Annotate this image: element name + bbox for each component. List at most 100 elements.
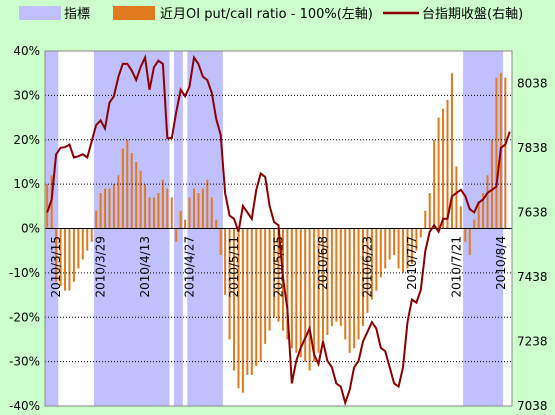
legend-label-line: 台指期收盤(右軸) bbox=[422, 7, 523, 22]
x-label-9: 2010/7/21 bbox=[449, 236, 463, 298]
pcr-bar-10 bbox=[90, 228, 93, 242]
right-tick-0: 8038 bbox=[517, 76, 548, 90]
right-tick-2: 7638 bbox=[517, 205, 548, 219]
x-label-7: 2010/6/23 bbox=[360, 236, 374, 298]
pcr-bar-98 bbox=[482, 193, 485, 229]
x-label-3: 2010/4/27 bbox=[183, 236, 197, 298]
pcr-bar-103 bbox=[504, 77, 507, 229]
legend-label-bar: 近月OI put/call ratio - 100%(左軸) bbox=[160, 7, 373, 22]
x-label-8: 2010/7/7 bbox=[405, 236, 419, 290]
pcr-bar-62 bbox=[321, 228, 324, 344]
pcr-bar-41 bbox=[228, 228, 231, 340]
pcr-bar-101 bbox=[495, 77, 498, 229]
left-tick-1: 30% bbox=[13, 88, 40, 102]
plot-border bbox=[44, 50, 513, 407]
pcr-bar-57 bbox=[299, 228, 302, 358]
pcr-bar-61 bbox=[317, 228, 320, 353]
pcr-bar-35 bbox=[201, 188, 204, 229]
pcr-bar-2 bbox=[55, 228, 58, 282]
pcr-bar-79 bbox=[397, 228, 400, 269]
pcr-bar-96 bbox=[473, 219, 476, 229]
pcr-bar-23 bbox=[148, 197, 151, 229]
pcr-bar-27 bbox=[166, 188, 169, 229]
pcr-bar-20 bbox=[135, 161, 138, 229]
pcr-bar-25 bbox=[157, 193, 160, 229]
pcr-bar-30 bbox=[179, 210, 182, 229]
pcr-bar-89 bbox=[442, 108, 445, 229]
left-tick-5: -10% bbox=[9, 266, 40, 280]
pcr-bar-34 bbox=[197, 193, 200, 229]
pcr-bar-19 bbox=[130, 153, 133, 229]
pcr-bar-26 bbox=[161, 179, 164, 229]
pcr-bar-55 bbox=[290, 228, 293, 349]
pcr-bar-54 bbox=[286, 228, 289, 340]
left-tick-0: 40% bbox=[13, 44, 40, 58]
pcr-bar-81 bbox=[406, 228, 409, 269]
pcr-bar-48 bbox=[259, 228, 262, 362]
pcr-bar-32 bbox=[188, 197, 191, 229]
pcr-bar-45 bbox=[246, 228, 249, 375]
pcr-bar-71 bbox=[362, 228, 365, 327]
pcr-bar-58 bbox=[304, 228, 307, 362]
x-label-6: 2010/6/8 bbox=[316, 236, 330, 290]
x-label-2: 2010/4/13 bbox=[138, 236, 152, 298]
pcr-bar-67 bbox=[344, 228, 347, 340]
left-tick-3: 10% bbox=[13, 177, 40, 191]
right-tick-4: 7238 bbox=[517, 334, 548, 348]
pcr-bar-93 bbox=[459, 206, 462, 229]
pcr-bar-13 bbox=[104, 188, 107, 229]
pcr-bar-39 bbox=[219, 228, 222, 256]
pcr-bar-94 bbox=[464, 228, 467, 242]
pcr-bar-6 bbox=[72, 228, 75, 282]
x-label-0: 2010/3/15 bbox=[49, 236, 63, 298]
right-tick-1: 7838 bbox=[517, 141, 548, 155]
pcr-bar-85 bbox=[424, 210, 427, 229]
x-axis-labels: 2010/3/15 2010/3/29 2010/4/13 2010/4/27 2010… bbox=[49, 236, 508, 298]
pcr-bar-18 bbox=[126, 139, 129, 229]
pcr-bar-90 bbox=[446, 99, 449, 229]
legend-swatch-bar bbox=[113, 6, 155, 20]
pcr-bar-95 bbox=[468, 228, 471, 256]
pcr-bar-56 bbox=[295, 228, 298, 353]
pcr-bar-5 bbox=[68, 228, 71, 291]
pcr-bar-37 bbox=[210, 197, 213, 229]
pcr-bar-0 bbox=[46, 184, 49, 229]
pcr-bar-3 bbox=[59, 228, 62, 287]
pcr-bar-77 bbox=[388, 228, 391, 260]
pcr-bar-100 bbox=[490, 139, 493, 229]
pcr-bar-49 bbox=[264, 228, 267, 344]
pcr-bar-88 bbox=[437, 117, 440, 229]
pcr-bar-63 bbox=[326, 228, 329, 335]
pcr-bar-4 bbox=[64, 228, 67, 291]
pcr-bar-99 bbox=[486, 175, 489, 229]
pcr-bar-47 bbox=[255, 228, 258, 367]
pcr-bar-59 bbox=[308, 228, 311, 371]
left-tick-6: -20% bbox=[9, 310, 40, 324]
pcr-bar-80 bbox=[402, 228, 405, 273]
pcr-bar-16 bbox=[117, 175, 120, 229]
pcr-bar-21 bbox=[139, 170, 142, 229]
pcr-bar-64 bbox=[330, 228, 333, 327]
left-axis-ticks: 40% 30% 20% 10% 0% -10% -20% -30% -40% bbox=[9, 44, 40, 413]
pcr-bar-92 bbox=[455, 166, 458, 229]
x-label-5: 2010/5/25 bbox=[272, 236, 286, 298]
pcr-bar-60 bbox=[313, 228, 316, 362]
pcr-bar-38 bbox=[215, 219, 218, 229]
right-tick-3: 7438 bbox=[517, 270, 548, 284]
pcr-bar-40 bbox=[224, 228, 227, 296]
pcr-bar-82 bbox=[410, 228, 413, 264]
pcr-bar-74 bbox=[375, 228, 378, 291]
pcr-bar-70 bbox=[357, 228, 360, 340]
legend-label-band: 指標 bbox=[64, 7, 90, 22]
pcr-bar-12 bbox=[99, 193, 102, 229]
x-label-1: 2010/3/29 bbox=[94, 236, 108, 298]
pcr-bar-51 bbox=[273, 228, 276, 318]
pcr-bar-75 bbox=[379, 228, 382, 278]
pcr-bar-17 bbox=[121, 148, 124, 229]
pcr-bar-78 bbox=[393, 228, 396, 256]
left-tick-8: -40% bbox=[9, 399, 40, 413]
put-call-ratio-bars bbox=[46, 73, 507, 393]
pcr-bar-36 bbox=[206, 179, 209, 229]
pcr-bar-24 bbox=[152, 197, 155, 229]
